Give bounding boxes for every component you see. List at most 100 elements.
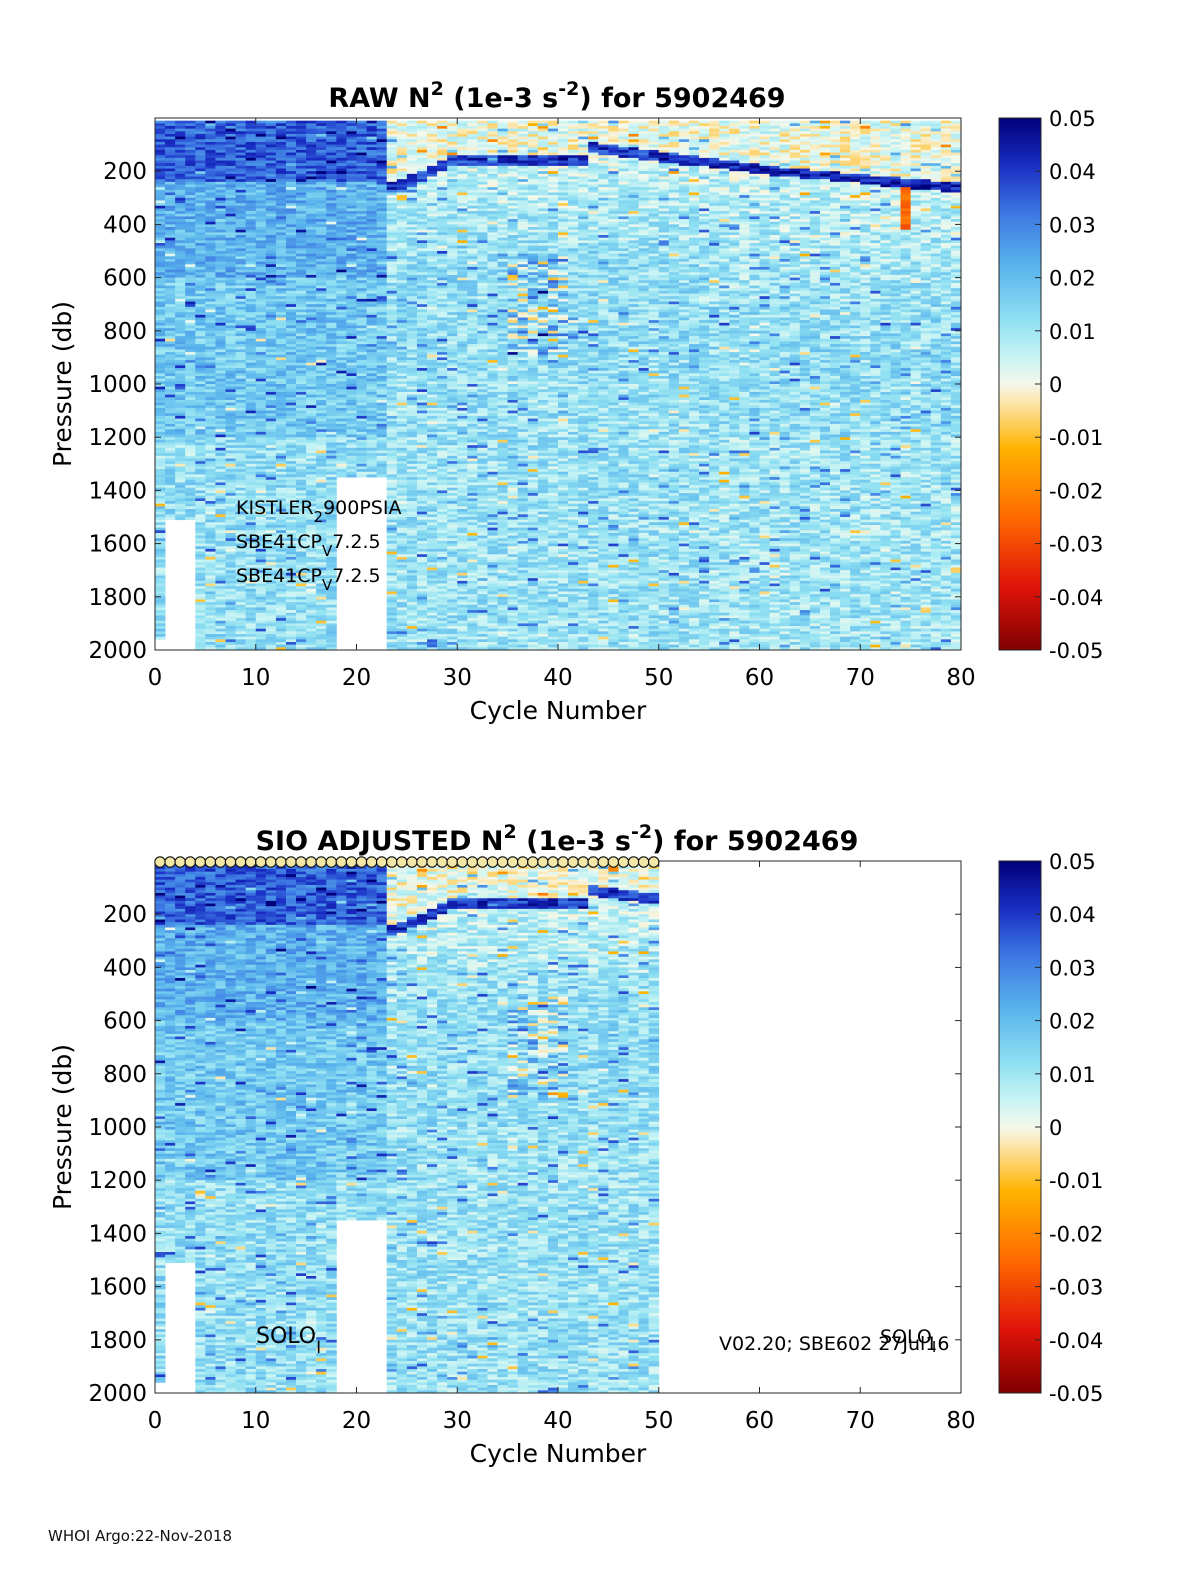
heatmap-cell [357,150,367,153]
heatmap-cell [246,171,256,174]
heatmap-cell [215,137,225,140]
heatmap-cell [306,485,316,488]
heatmap-cell [306,376,316,379]
heatmap-cell [387,302,397,305]
heatmap-cell [195,248,205,251]
heatmap-cell [316,254,326,257]
heatmap-cell [417,424,427,427]
heatmap-cell [266,626,276,629]
heatmap-cell [236,522,246,525]
heatmap-cell [407,427,417,430]
heatmap-cell [346,240,356,243]
heatmap-cell [427,235,437,238]
heatmap-cell [316,373,326,376]
heatmap-cell [276,155,286,158]
heatmap-cell [256,150,266,153]
heatmap-cell [195,541,205,544]
heatmap-cell [407,365,417,368]
heatmap-cell [346,453,356,456]
heatmap-cell [175,286,185,289]
heatmap-cell [236,177,246,180]
heatmap-cell [427,174,437,177]
heatmap-cell [397,461,407,464]
heatmap-cell [377,227,387,230]
heatmap-cell [296,347,306,350]
heatmap-cell [367,288,377,291]
heatmap-cell [155,405,165,408]
heatmap-cell [205,626,215,629]
heatmap-cell [165,472,175,475]
heatmap-cell [377,302,387,305]
heatmap-cell [407,623,417,626]
heatmap-cell [276,267,286,270]
heatmap-cell [256,177,266,180]
heatmap-cell [155,179,165,182]
heatmap-cell [286,302,296,305]
heatmap-cell [377,137,387,140]
heatmap-cell [387,421,397,424]
heatmap-cell [155,283,165,286]
heatmap-cell [246,626,256,629]
heatmap-cell [367,368,377,371]
heatmap-cell [367,318,377,321]
heatmap-cell [175,262,185,265]
heatmap-cell [246,464,256,467]
heatmap-cell [256,360,266,363]
heatmap-cell [336,248,346,251]
heatmap-cell [387,477,397,480]
heatmap-cell [256,363,266,366]
heatmap-cell [276,397,286,400]
heatmap-cell [367,123,377,126]
heatmap-cell [306,464,316,467]
heatmap-cell [286,352,296,355]
heatmap-cell [387,637,397,640]
heatmap-cell [226,323,236,326]
heatmap-cell [296,131,306,134]
heatmap-cell [185,512,195,515]
heatmap-cell [165,163,175,166]
heatmap-cell [175,288,185,291]
heatmap-cell [397,522,407,525]
heatmap-cell [306,123,316,126]
heatmap-cell [407,464,417,467]
heatmap-cell [367,222,377,225]
heatmap-cell [195,522,205,525]
heatmap-cell [165,169,175,172]
heatmap-cell [236,267,246,270]
heatmap-cell [326,235,336,238]
heatmap-cell [256,299,266,302]
heatmap-cell [417,392,427,395]
heatmap-cell [155,424,165,427]
heatmap-cell [286,158,296,161]
heatmap-cell [246,363,256,366]
heatmap-cell [266,336,276,339]
heatmap-cell [296,427,306,430]
heatmap-cell [306,195,316,198]
heatmap-cell [397,339,407,342]
heatmap-cell [195,421,205,424]
heatmap-cell [185,466,195,469]
heatmap-cell [286,557,296,560]
heatmap-cell [387,570,397,573]
heatmap-cell [397,336,407,339]
heatmap-cell [296,139,306,142]
heatmap-cell [175,456,185,459]
heatmap-cell [215,129,225,132]
heatmap-cell [296,560,306,563]
heatmap-cell [276,597,286,600]
heatmap-cell [226,341,236,344]
heatmap-cell [417,360,427,363]
heatmap-cell [296,121,306,124]
heatmap-cell [316,206,326,209]
heatmap-cell [256,323,266,326]
heatmap-cell [296,216,306,219]
heatmap-cell [266,142,276,145]
heatmap-cell [155,161,165,164]
heatmap-cell [407,573,417,576]
heatmap-cell [357,145,367,148]
heatmap-cell [377,171,387,174]
heatmap-cell [367,272,377,275]
heatmap-cell [226,416,236,419]
heatmap-cell [306,437,316,440]
heatmap-cell [397,536,407,539]
